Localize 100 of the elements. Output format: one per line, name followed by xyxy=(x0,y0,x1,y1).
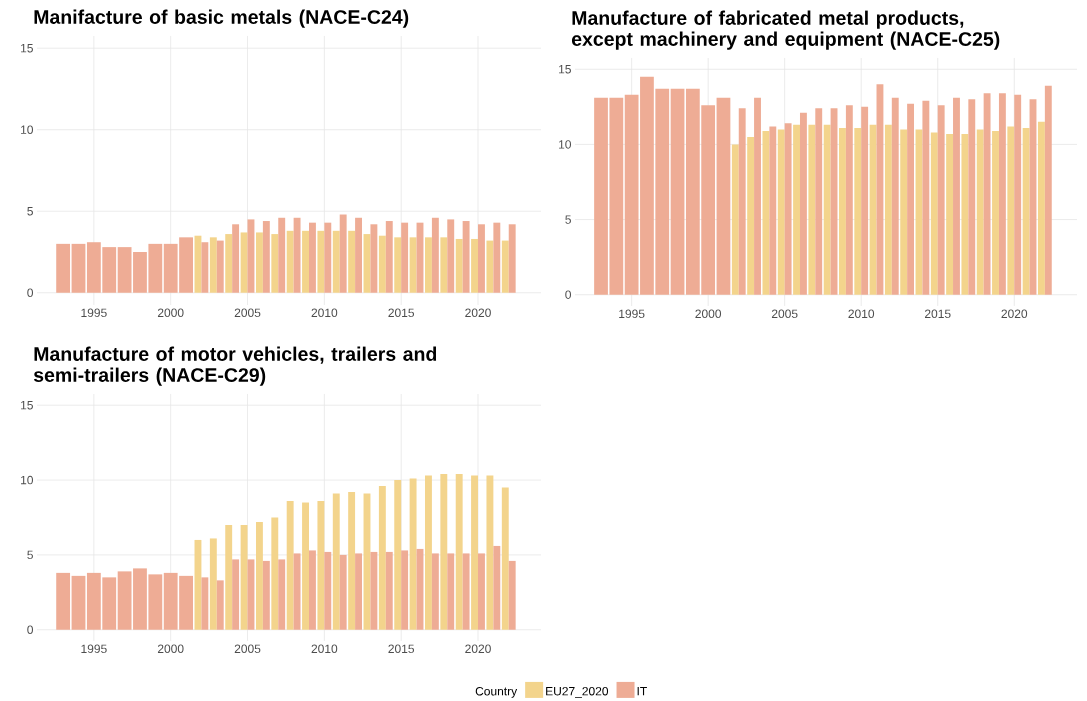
x-tick-label: 2015 xyxy=(388,644,415,654)
bar xyxy=(401,222,409,293)
bar xyxy=(501,240,509,293)
x-tick-label: 2005 xyxy=(234,644,261,654)
bar xyxy=(900,129,908,295)
y-tick-label: 5 xyxy=(27,550,33,560)
bar xyxy=(271,517,279,630)
bar xyxy=(845,105,853,295)
bar xyxy=(1014,94,1022,295)
bar xyxy=(808,124,816,295)
bar xyxy=(209,538,217,630)
x-tick-label: 1995 xyxy=(81,308,107,318)
bar xyxy=(440,474,448,630)
y-tick-label: 15 xyxy=(559,65,571,74)
bar xyxy=(762,130,770,295)
bar xyxy=(731,144,739,295)
bar xyxy=(493,545,501,630)
bar xyxy=(1022,127,1030,295)
bar xyxy=(471,475,479,630)
y-tick-label: 10 xyxy=(21,475,34,485)
x-tick-label: 2010 xyxy=(311,308,338,318)
x-tick-label: 1995 xyxy=(619,309,645,319)
bar xyxy=(225,524,233,630)
bar xyxy=(308,550,316,630)
legend-label: EU27_2020 xyxy=(546,686,609,698)
bar xyxy=(378,486,386,630)
bar xyxy=(201,577,209,630)
bar xyxy=(1044,85,1052,295)
bar xyxy=(478,224,485,293)
bar xyxy=(332,493,340,630)
y-tick-label: 15 xyxy=(21,401,33,410)
bar xyxy=(777,129,785,295)
bar xyxy=(861,106,869,295)
bar xyxy=(907,103,915,295)
bar xyxy=(455,238,463,293)
x-tick-label: 1995 xyxy=(81,644,107,654)
bar xyxy=(348,492,356,630)
x-tick-label: 2010 xyxy=(848,309,875,319)
chart-title: Manifacture of basic metals (NACE-C24) xyxy=(34,9,409,28)
x-tick-label: 2020 xyxy=(465,644,491,654)
bar xyxy=(922,100,930,295)
bar xyxy=(839,127,846,295)
bar xyxy=(793,124,800,295)
bar xyxy=(983,93,991,295)
bar xyxy=(953,97,960,295)
bar xyxy=(425,475,432,630)
bar xyxy=(447,553,455,630)
bar xyxy=(394,480,402,630)
bar xyxy=(799,112,807,295)
bar xyxy=(240,232,248,293)
bar xyxy=(508,560,516,630)
bar xyxy=(332,230,340,293)
bar xyxy=(324,222,332,293)
bar xyxy=(462,553,470,630)
bar xyxy=(286,230,294,293)
bar xyxy=(355,217,362,293)
x-tick-label: 2000 xyxy=(157,644,184,654)
bar xyxy=(409,478,417,630)
y-tick-label: 15 xyxy=(21,44,33,53)
bar xyxy=(286,501,294,630)
y-tick-label: 5 xyxy=(565,215,571,224)
bar xyxy=(348,230,356,293)
bar xyxy=(240,524,248,630)
bar xyxy=(486,240,494,293)
bar xyxy=(961,133,969,295)
chart-title: Manufacture of fabricated metal products, except machinery and equipment (NACE-C25) xyxy=(571,10,1000,50)
bar xyxy=(278,217,286,293)
legend-label: IT xyxy=(637,687,647,696)
x-tick-label: 2020 xyxy=(465,308,491,318)
x-tick-label: 2000 xyxy=(157,308,184,318)
bar xyxy=(425,237,432,293)
bar xyxy=(339,554,347,630)
bar xyxy=(455,474,463,630)
bar xyxy=(769,126,777,295)
bar xyxy=(440,237,448,293)
bar xyxy=(937,105,945,295)
x-tick-label: 2005 xyxy=(234,308,261,318)
bar xyxy=(1007,126,1015,295)
bar xyxy=(431,553,439,630)
bar xyxy=(302,230,309,293)
y-tick-label: 5 xyxy=(27,207,33,216)
bar xyxy=(930,132,938,295)
x-tick-label: 2015 xyxy=(924,309,951,319)
chart-title: Manufacture of motor vehicles, trailers and semi-trailers (NACE-C29) xyxy=(33,346,437,386)
bar xyxy=(385,551,393,630)
bar xyxy=(308,222,316,293)
bar xyxy=(370,551,378,630)
bar xyxy=(478,553,485,630)
y-tick-label: 10 xyxy=(559,140,572,149)
bar xyxy=(462,221,470,293)
x-tick-label: 2000 xyxy=(695,309,722,319)
bar xyxy=(271,234,279,293)
bar xyxy=(378,235,386,293)
y-tick-label: 10 xyxy=(21,125,34,134)
bar xyxy=(355,553,362,630)
x-tick-label: 2015 xyxy=(388,308,415,318)
bar xyxy=(486,475,494,630)
bar xyxy=(754,97,761,295)
y-tick-label: 0 xyxy=(27,288,34,297)
bar xyxy=(293,553,301,630)
